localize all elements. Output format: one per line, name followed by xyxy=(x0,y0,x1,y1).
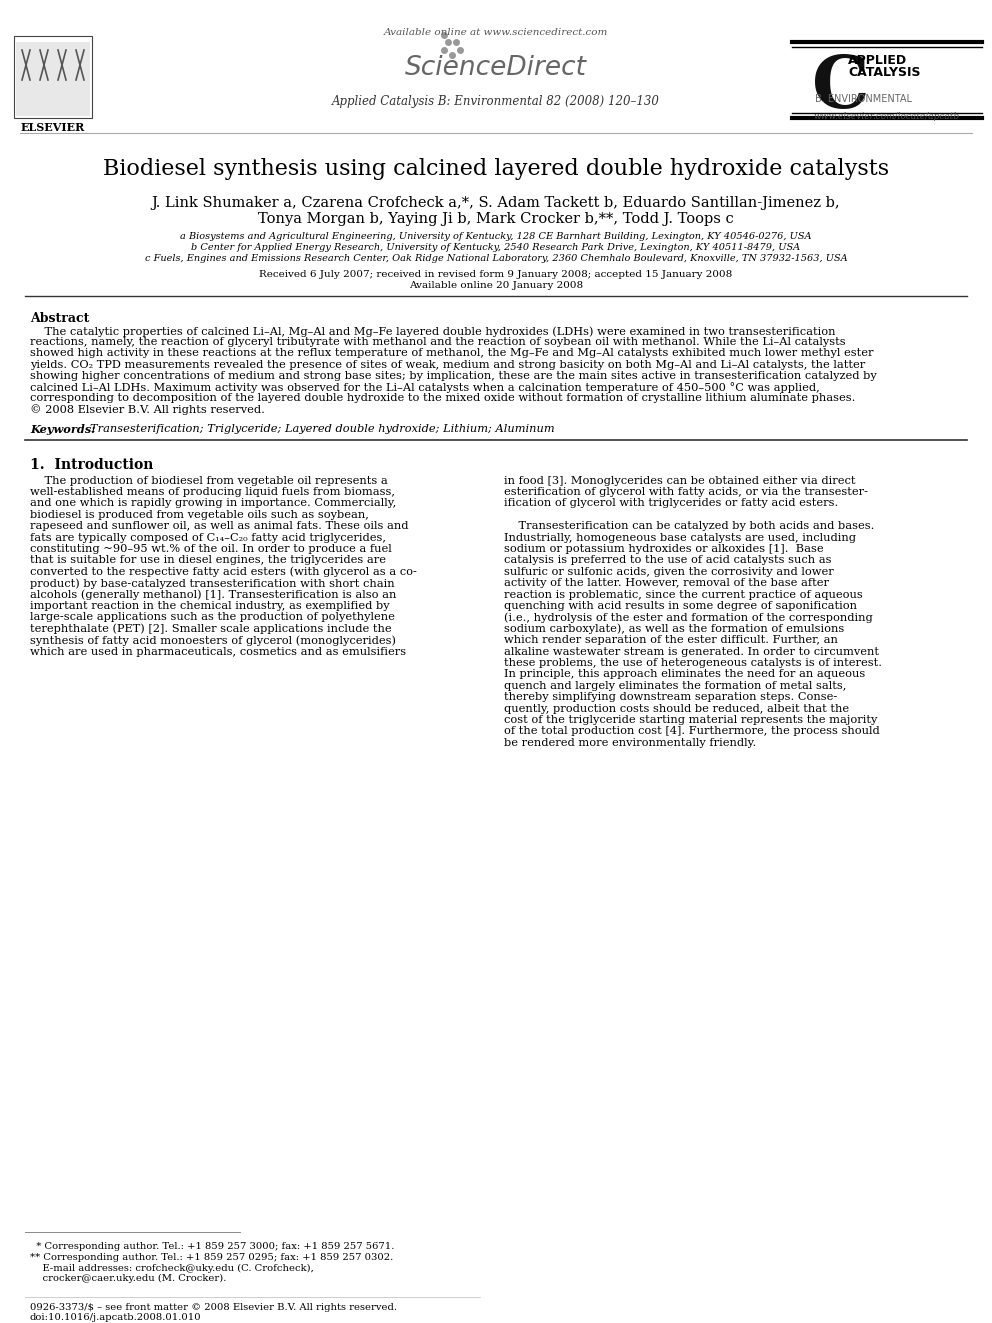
Text: alcohols (generally methanol) [1]. Transesterification is also an: alcohols (generally methanol) [1]. Trans… xyxy=(30,590,397,601)
Text: these problems, the use of heterogeneous catalysts is of interest.: these problems, the use of heterogeneous… xyxy=(504,658,882,668)
Text: ification of glycerol with triglycerides or fatty acid esters.: ification of glycerol with triglycerides… xyxy=(504,499,838,508)
Text: ELSEVIER: ELSEVIER xyxy=(21,122,85,134)
Text: * Corresponding author. Tel.: +1 859 257 3000; fax: +1 859 257 5671.: * Corresponding author. Tel.: +1 859 257… xyxy=(30,1242,395,1252)
Text: esterification of glycerol with fatty acids, or via the transester-: esterification of glycerol with fatty ac… xyxy=(504,487,868,497)
Text: crocker@caer.uky.edu (M. Crocker).: crocker@caer.uky.edu (M. Crocker). xyxy=(30,1274,226,1283)
Text: 1.  Introduction: 1. Introduction xyxy=(30,458,154,471)
Text: (i.e., hydrolysis of the ester and formation of the corresponding: (i.e., hydrolysis of the ester and forma… xyxy=(504,613,873,623)
Text: Transesterification; Triglyceride; Layered double hydroxide; Lithium; Aluminum: Transesterification; Triglyceride; Layer… xyxy=(90,423,555,434)
Text: In principle, this approach eliminates the need for an aqueous: In principle, this approach eliminates t… xyxy=(504,669,865,680)
Text: Biodiesel synthesis using calcined layered double hydroxide catalysts: Biodiesel synthesis using calcined layer… xyxy=(103,157,889,180)
Bar xyxy=(14,36,92,118)
Text: thereby simplifying downstream separation steps. Conse-: thereby simplifying downstream separatio… xyxy=(504,692,837,703)
Text: a Biosystems and Agricultural Engineering, University of Kentucky, 128 CE Barnha: a Biosystems and Agricultural Engineerin… xyxy=(181,232,811,241)
Text: rapeseed and sunflower oil, as well as animal fats. These oils and: rapeseed and sunflower oil, as well as a… xyxy=(30,521,409,532)
Text: C: C xyxy=(812,52,870,123)
Text: CATALYSIS: CATALYSIS xyxy=(848,66,921,79)
Text: be rendered more environmentally friendly.: be rendered more environmentally friendl… xyxy=(504,738,756,747)
Text: terephthalate (PET) [2]. Smaller scale applications include the: terephthalate (PET) [2]. Smaller scale a… xyxy=(30,624,392,634)
Text: E-mail addresses: crofcheck@uky.edu (C. Crofcheck),: E-mail addresses: crofcheck@uky.edu (C. … xyxy=(30,1263,313,1273)
Text: sulfuric or sulfonic acids, given the corrosivity and lower: sulfuric or sulfonic acids, given the co… xyxy=(504,566,833,577)
Text: Abstract: Abstract xyxy=(30,312,89,325)
Text: large-scale applications such as the production of polyethylene: large-scale applications such as the pro… xyxy=(30,613,395,622)
Text: quenching with acid results in some degree of saponification: quenching with acid results in some degr… xyxy=(504,601,857,611)
Text: showed high activity in these reactions at the reflux temperature of methanol, t: showed high activity in these reactions … xyxy=(30,348,874,359)
Text: well-established means of producing liquid fuels from biomass,: well-established means of producing liqu… xyxy=(30,487,395,497)
Bar xyxy=(16,42,90,116)
Text: reaction is problematic, since the current practice of aqueous: reaction is problematic, since the curre… xyxy=(504,590,863,599)
Text: quench and largely eliminates the formation of metal salts,: quench and largely eliminates the format… xyxy=(504,681,846,691)
Text: important reaction in the chemical industry, as exemplified by: important reaction in the chemical indus… xyxy=(30,601,390,611)
Text: synthesis of fatty acid monoesters of glycerol (monoglycerides): synthesis of fatty acid monoesters of gl… xyxy=(30,635,396,646)
Text: ** Corresponding author. Tel.: +1 859 257 0295; fax: +1 859 257 0302.: ** Corresponding author. Tel.: +1 859 25… xyxy=(30,1253,393,1262)
Text: constituting ~90–95 wt.% of the oil. In order to produce a fuel: constituting ~90–95 wt.% of the oil. In … xyxy=(30,544,392,554)
Text: of the total production cost [4]. Furthermore, the process should: of the total production cost [4]. Furthe… xyxy=(504,726,880,737)
Text: ScienceDirect: ScienceDirect xyxy=(405,56,587,81)
Text: www.elsevier.com/locate/apcatb: www.elsevier.com/locate/apcatb xyxy=(814,112,960,120)
Text: doi:10.1016/j.apcatb.2008.01.010: doi:10.1016/j.apcatb.2008.01.010 xyxy=(30,1312,201,1322)
Text: which render separation of the ester difficult. Further, an: which render separation of the ester dif… xyxy=(504,635,838,646)
Text: alkaline wastewater stream is generated. In order to circumvent: alkaline wastewater stream is generated.… xyxy=(504,647,879,656)
Text: which are used in pharmaceuticals, cosmetics and as emulsifiers: which are used in pharmaceuticals, cosme… xyxy=(30,647,406,656)
Text: Transesterification can be catalyzed by both acids and bases.: Transesterification can be catalyzed by … xyxy=(504,521,874,532)
Text: © 2008 Elsevier B.V. All rights reserved.: © 2008 Elsevier B.V. All rights reserved… xyxy=(30,405,265,415)
Text: and one which is rapidly growing in importance. Commercially,: and one which is rapidly growing in impo… xyxy=(30,499,396,508)
Text: calcined Li–Al LDHs. Maximum activity was observed for the Li–Al catalysts when : calcined Li–Al LDHs. Maximum activity wa… xyxy=(30,382,819,393)
Text: in food [3]. Monoglycerides can be obtained either via direct: in food [3]. Monoglycerides can be obtai… xyxy=(504,475,855,486)
Text: The production of biodiesel from vegetable oil represents a: The production of biodiesel from vegetab… xyxy=(30,475,388,486)
Text: sodium or potassium hydroxides or alkoxides [1].  Base: sodium or potassium hydroxides or alkoxi… xyxy=(504,544,823,554)
Text: Available online 20 January 2008: Available online 20 January 2008 xyxy=(409,280,583,290)
Text: corresponding to decomposition of the layered double hydroxide to the mixed oxid: corresponding to decomposition of the la… xyxy=(30,393,855,404)
Text: fats are typically composed of C₁₄–C₂₀ fatty acid triglycerides,: fats are typically composed of C₁₄–C₂₀ f… xyxy=(30,533,386,542)
Text: catalysis is preferred to the use of acid catalysts such as: catalysis is preferred to the use of aci… xyxy=(504,556,831,565)
Text: 0926-3373/$ – see front matter © 2008 Elsevier B.V. All rights reserved.: 0926-3373/$ – see front matter © 2008 El… xyxy=(30,1303,397,1312)
Text: reactions, namely, the reaction of glyceryl tributyrate with methanol and the re: reactions, namely, the reaction of glyce… xyxy=(30,337,845,347)
Text: Keywords:: Keywords: xyxy=(30,423,95,434)
Text: Applied Catalysis B: Environmental 82 (2008) 120–130: Applied Catalysis B: Environmental 82 (2… xyxy=(332,95,660,108)
Text: cost of the triglyceride starting material represents the majority: cost of the triglyceride starting materi… xyxy=(504,714,877,725)
Text: c Fuels, Engines and Emissions Research Center, Oak Ridge National Laboratory, 2: c Fuels, Engines and Emissions Research … xyxy=(145,254,847,263)
Text: The catalytic properties of calcined Li–Al, Mg–Al and Mg–Fe layered double hydro: The catalytic properties of calcined Li–… xyxy=(30,325,835,336)
Text: Received 6 July 2007; received in revised form 9 January 2008; accepted 15 Janua: Received 6 July 2007; received in revise… xyxy=(259,270,733,279)
Text: product) by base-catalyzed transesterification with short chain: product) by base-catalyzed transesterifi… xyxy=(30,578,395,589)
Text: biodiesel is produced from vegetable oils such as soybean,: biodiesel is produced from vegetable oil… xyxy=(30,509,369,520)
Text: APPLIED: APPLIED xyxy=(848,54,907,67)
Text: sodium carboxylate), as well as the formation of emulsions: sodium carboxylate), as well as the form… xyxy=(504,624,844,634)
Text: Tonya Morgan b, Yaying Ji b, Mark Crocker b,**, Todd J. Toops c: Tonya Morgan b, Yaying Ji b, Mark Crocke… xyxy=(258,212,734,226)
Text: activity of the latter. However, removal of the base after: activity of the latter. However, removal… xyxy=(504,578,829,589)
Text: Industrially, homogeneous base catalysts are used, including: Industrially, homogeneous base catalysts… xyxy=(504,533,856,542)
Text: B. ENVIRONMENTAL: B. ENVIRONMENTAL xyxy=(815,94,912,105)
Text: quently, production costs should be reduced, albeit that the: quently, production costs should be redu… xyxy=(504,704,849,713)
Text: Available online at www.sciencedirect.com: Available online at www.sciencedirect.co… xyxy=(384,28,608,37)
Text: showing higher concentrations of medium and strong base sites; by implication, t: showing higher concentrations of medium … xyxy=(30,370,877,381)
Text: b Center for Applied Energy Research, University of Kentucky, 2540 Research Park: b Center for Applied Energy Research, Un… xyxy=(191,243,801,251)
Text: yields. CO₂ TPD measurements revealed the presence of sites of weak, medium and : yields. CO₂ TPD measurements revealed th… xyxy=(30,360,865,369)
Text: J. Link Shumaker a, Czarena Crofcheck a,*, S. Adam Tackett b, Eduardo Santillan-: J. Link Shumaker a, Czarena Crofcheck a,… xyxy=(152,196,840,210)
Text: that is suitable for use in diesel engines, the triglycerides are: that is suitable for use in diesel engin… xyxy=(30,556,386,565)
Text: converted to the respective fatty acid esters (with glycerol as a co-: converted to the respective fatty acid e… xyxy=(30,566,417,577)
